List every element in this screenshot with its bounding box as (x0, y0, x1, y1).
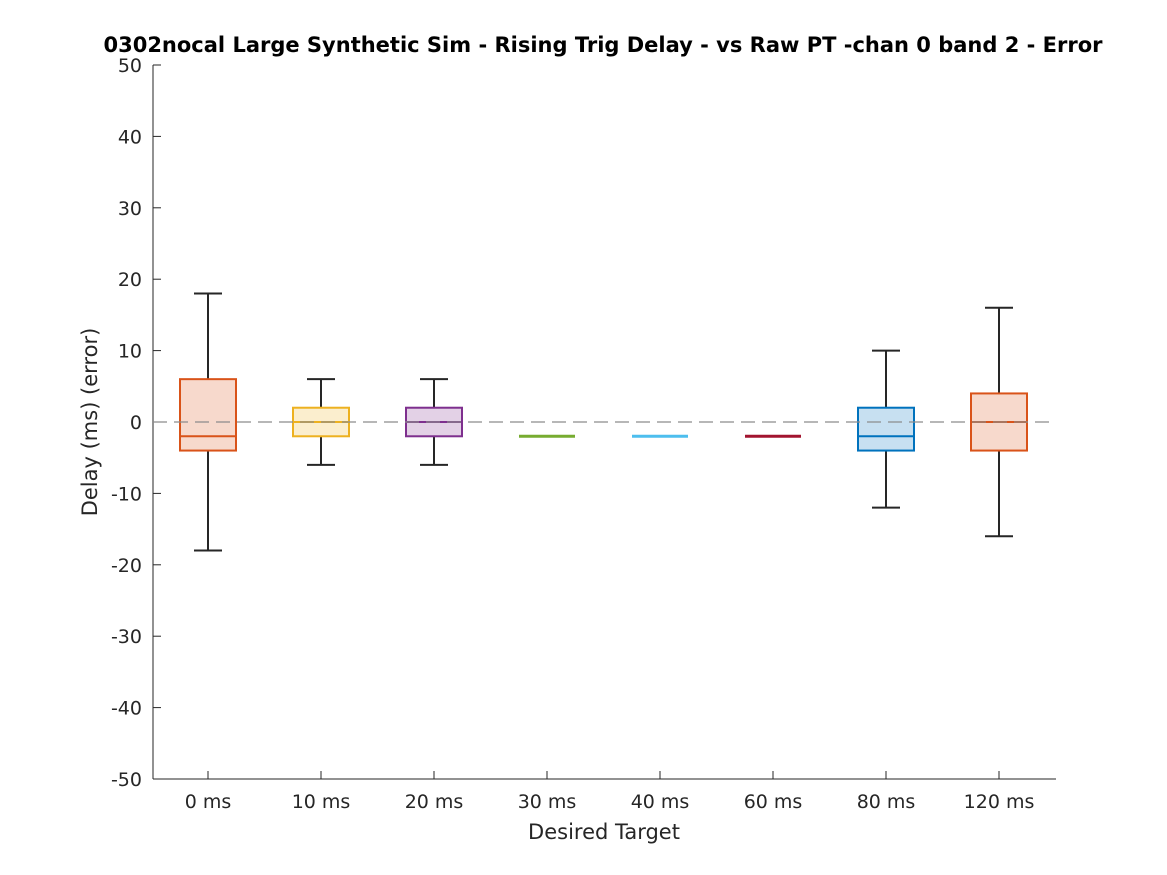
x-axis-title: Desired Target (528, 820, 680, 844)
chart-title: 0302nocal Large Synthetic Sim - Rising T… (103, 33, 1103, 57)
y-tick-label: -50 (111, 769, 142, 791)
x-tick-label: 120 ms (964, 791, 1035, 813)
y-tick-label: 50 (118, 55, 142, 77)
x-tick-label: 40 ms (631, 791, 690, 813)
y-tick-label: 20 (118, 269, 142, 291)
y-tick-label: -40 (111, 698, 142, 720)
x-tick-label: 10 ms (292, 791, 351, 813)
x-tick-label: 0 ms (185, 791, 232, 813)
y-tick-label: 40 (118, 126, 142, 148)
y-tick-label: 10 (118, 341, 142, 363)
box-iqr (179, 378, 237, 452)
y-tick-label: -30 (111, 626, 142, 648)
x-tick-label: 30 ms (518, 791, 577, 813)
y-tick-label: 0 (130, 412, 142, 434)
x-tick-label: 60 ms (744, 791, 803, 813)
y-axis-title: Delay (ms) (error) (78, 328, 102, 517)
plot-area: 50 40 30 20 10 0 -10 -20 -30 -40 -50 0 ms 10 ms 20 ms… (111, 55, 1056, 813)
box-iqr (857, 406, 915, 452)
y-tick-label: -20 (111, 555, 142, 577)
y-tick-label: 30 (118, 198, 142, 220)
y-tick-label: -10 (111, 483, 142, 505)
x-tick-label: 80 ms (857, 791, 916, 813)
x-tick-label: 20 ms (405, 791, 464, 813)
